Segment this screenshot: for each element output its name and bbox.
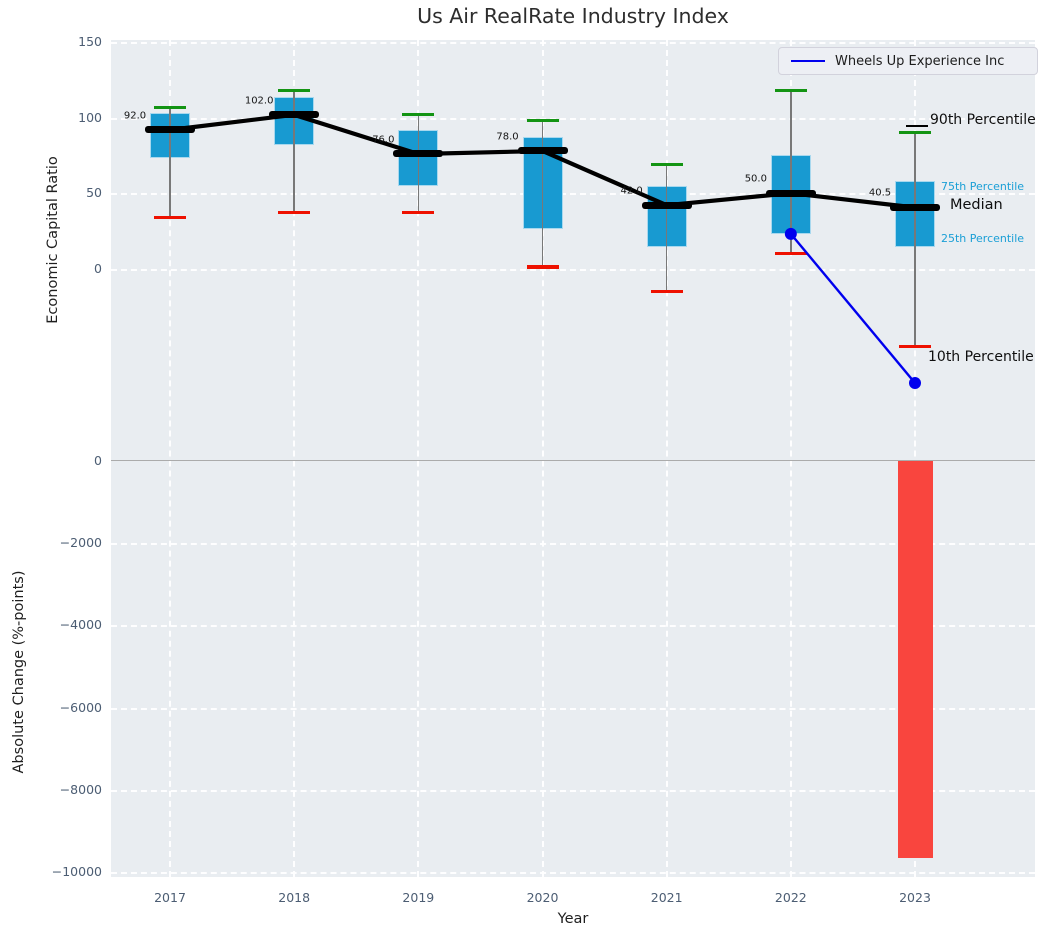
median-label-2022: 50.0 xyxy=(744,173,767,185)
median-label-2020: 78.0 xyxy=(496,131,519,143)
top-y-axis-label: Economic Capital Ratio xyxy=(45,156,61,324)
x-tick-label: 2019 xyxy=(402,890,435,905)
whisker-2020 xyxy=(541,120,544,267)
p10-cap-2019 xyxy=(402,211,435,215)
y-tick-label: 150 xyxy=(78,34,102,50)
gridline-vertical xyxy=(169,40,171,877)
gridline-horizontal xyxy=(111,117,1035,120)
gridline-horizontal xyxy=(111,789,1035,792)
median-marker-2019 xyxy=(393,150,444,158)
gridline-horizontal xyxy=(111,625,1035,628)
legend-label: Wheels Up Experience Inc xyxy=(835,53,1005,69)
annotation-median: Median xyxy=(950,197,1003,213)
annotation-10th-percentile: 10th Percentile xyxy=(928,349,1034,365)
chart-title: Us Air RealRate Industry Index xyxy=(417,4,729,28)
median-marker-2021 xyxy=(641,201,692,209)
p10-cap-2023 xyxy=(899,345,931,349)
legend-line-sample xyxy=(791,60,825,62)
legend: Wheels Up Experience Inc xyxy=(778,47,1038,75)
gridline-horizontal xyxy=(111,268,1035,271)
median-marker-2018 xyxy=(269,111,320,119)
p10-cap-2020 xyxy=(526,265,559,269)
p90-leader-line xyxy=(906,125,928,127)
p90-cap-2022 xyxy=(774,89,807,93)
p10-cap-2022 xyxy=(774,251,807,256)
plot-area xyxy=(111,40,1035,877)
x-tick-label: 2022 xyxy=(774,890,807,905)
median-marker-2023 xyxy=(890,203,940,211)
median-label-2021: 42.0 xyxy=(620,185,643,197)
y-tick-label: −10000 xyxy=(51,864,102,879)
gridline-vertical xyxy=(417,40,420,877)
median-label-2018: 102.0 xyxy=(244,95,274,107)
p10-cap-2017 xyxy=(154,215,186,219)
x-axis-label: Year xyxy=(557,911,589,927)
median-label-2023: 40.5 xyxy=(868,187,892,199)
gridline-vertical xyxy=(665,40,668,877)
whisker-2021 xyxy=(665,164,668,292)
change-bar-2023 xyxy=(897,461,933,859)
y-tick-label: 50 xyxy=(86,185,102,201)
annotation-90th-percentile: 90th Percentile xyxy=(930,112,1036,128)
whisker-2019 xyxy=(417,114,420,213)
y-tick-label: −2000 xyxy=(59,535,102,551)
y-tick-label: 0 xyxy=(94,453,102,468)
y-tick-label: 0 xyxy=(94,260,102,276)
median-marker-2022 xyxy=(765,189,816,197)
gridline-vertical xyxy=(914,40,916,877)
x-tick-label: 2021 xyxy=(650,890,683,905)
p90-cap-2018 xyxy=(278,89,311,93)
y-tick-label: −6000 xyxy=(59,699,102,715)
x-tick-label: 2023 xyxy=(899,890,931,905)
gridline-vertical xyxy=(541,40,544,877)
gridline-horizontal xyxy=(111,707,1035,710)
p10-cap-2018 xyxy=(278,211,311,215)
p10-cap-2021 xyxy=(650,289,683,293)
whisker-2017 xyxy=(169,107,171,218)
median-label-2019: 76.0 xyxy=(372,134,395,146)
p90-cap-2019 xyxy=(402,113,435,117)
gridline-horizontal xyxy=(111,543,1035,546)
zero-baseline xyxy=(111,460,1035,461)
median-marker-2020 xyxy=(517,147,568,155)
median-marker-2017 xyxy=(145,126,195,134)
gridline-horizontal xyxy=(111,42,1035,45)
annotation-25th-percentile: 25th Percentile xyxy=(941,232,1025,245)
x-tick-label: 2018 xyxy=(278,890,311,905)
whisker-2022 xyxy=(790,90,792,254)
annotation-75th-percentile: 75th Percentile xyxy=(941,180,1025,193)
y-tick-label: −4000 xyxy=(59,617,102,633)
whisker-2023 xyxy=(914,132,916,347)
median-label-2017: 92.0 xyxy=(123,110,147,122)
y-tick-label: −8000 xyxy=(59,781,102,797)
p90-cap-2020 xyxy=(526,119,559,123)
gridline-horizontal xyxy=(111,872,1035,874)
x-tick-label: 2020 xyxy=(526,890,559,905)
p90-cap-2021 xyxy=(650,162,683,167)
gridline-vertical xyxy=(293,40,296,877)
p90-cap-2017 xyxy=(154,105,186,109)
bottom-y-axis-label: Absolute Change (%-points) xyxy=(11,570,27,774)
gridline-vertical xyxy=(789,40,792,877)
y-tick-label: 100 xyxy=(78,109,102,125)
p90-cap-2023 xyxy=(899,131,931,135)
whisker-2018 xyxy=(293,90,295,213)
x-tick-label: 2017 xyxy=(154,890,186,905)
